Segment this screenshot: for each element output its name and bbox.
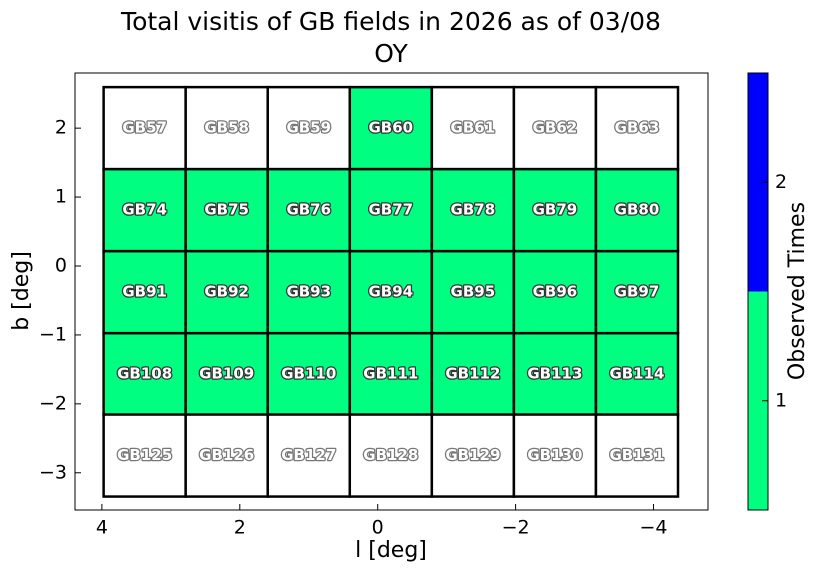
field-cell — [512, 249, 598, 335]
field-label: GB78 — [451, 201, 496, 219]
field-cell — [184, 413, 269, 498]
x-tick-label: −2 — [502, 517, 530, 539]
x-tick-label: 0 — [372, 517, 384, 539]
field-label: GB131 — [609, 446, 664, 464]
field-label: GB62 — [533, 119, 578, 137]
field-label: GB57 — [122, 119, 167, 137]
field-label: GB77 — [368, 201, 413, 219]
field-label: GB111 — [363, 365, 418, 383]
field-label: GB127 — [281, 446, 336, 464]
field-cell — [594, 413, 680, 498]
colorbar-tick-label: 1 — [775, 389, 787, 411]
field-cell — [348, 167, 434, 253]
y-tick-label: −1 — [39, 323, 67, 345]
x-tick-label: 4 — [96, 517, 108, 539]
field-label: GB110 — [281, 365, 336, 383]
y-tick-label: −2 — [39, 392, 67, 414]
field-label: GB76 — [286, 201, 331, 219]
field-label: GB91 — [122, 283, 167, 301]
field-label: GB113 — [527, 365, 582, 383]
colorbar-segment — [748, 291, 768, 510]
field-cell — [594, 167, 680, 253]
colorbar-label: Observed Times — [785, 202, 810, 380]
field-label: GB95 — [451, 283, 496, 301]
y-tick-label: 2 — [55, 117, 67, 139]
field-cell — [102, 249, 187, 335]
field-label: GB97 — [615, 283, 660, 301]
field-label: GB92 — [204, 283, 249, 301]
field-cell — [430, 167, 516, 253]
colorbar-tick-label: 2 — [775, 171, 787, 193]
x-tick-label: −4 — [640, 517, 668, 539]
field-cell — [348, 85, 434, 171]
field-cell — [102, 413, 187, 498]
field-label: GB126 — [199, 446, 254, 464]
y-tick-label: 1 — [55, 186, 67, 208]
field-label: GB114 — [609, 365, 664, 383]
y-axis-label: b [deg] — [9, 251, 34, 331]
field-label: GB63 — [615, 119, 660, 137]
field-label: GB75 — [204, 201, 249, 219]
chart-title: Total visitis of GB fields in 2026 as of… — [120, 7, 661, 36]
field-label: GB96 — [533, 283, 578, 301]
field-label: GB112 — [445, 365, 500, 383]
field-cell — [266, 413, 352, 498]
field-label: GB79 — [533, 201, 578, 219]
field-label: GB80 — [615, 201, 660, 219]
chart-subtitle: OY — [374, 39, 408, 68]
colorbar-frame — [747, 72, 769, 511]
field-cell — [512, 331, 598, 417]
field-cell — [184, 331, 269, 417]
field-label: GB61 — [451, 119, 496, 137]
field-label: GB58 — [204, 119, 249, 137]
field-label: GB128 — [363, 446, 418, 464]
field-cell — [102, 331, 187, 417]
field-cell — [184, 249, 269, 335]
x-tick-label: 2 — [234, 517, 246, 539]
axes-frame — [74, 72, 709, 511]
field-cell — [430, 331, 516, 417]
field-label: GB108 — [117, 365, 172, 383]
field-label: GB109 — [199, 365, 254, 383]
field-label: GB74 — [122, 201, 167, 219]
field-cell — [102, 167, 187, 253]
field-cell — [594, 85, 680, 171]
field-label: GB60 — [368, 119, 413, 137]
colorbar-segment — [748, 73, 768, 292]
x-axis-label: l [deg] — [355, 538, 427, 563]
field-label: GB129 — [445, 446, 500, 464]
y-tick-label: 0 — [55, 254, 67, 276]
field-cell — [348, 413, 434, 498]
field-cell — [184, 167, 269, 253]
field-cell — [266, 249, 352, 335]
field-cell — [512, 85, 598, 171]
y-tick-label: −3 — [39, 461, 67, 483]
field-label: GB93 — [286, 283, 331, 301]
field-label: GB125 — [117, 446, 172, 464]
field-label: GB94 — [368, 283, 413, 301]
field-label: GB130 — [527, 446, 582, 464]
field-label: GB59 — [286, 119, 331, 137]
